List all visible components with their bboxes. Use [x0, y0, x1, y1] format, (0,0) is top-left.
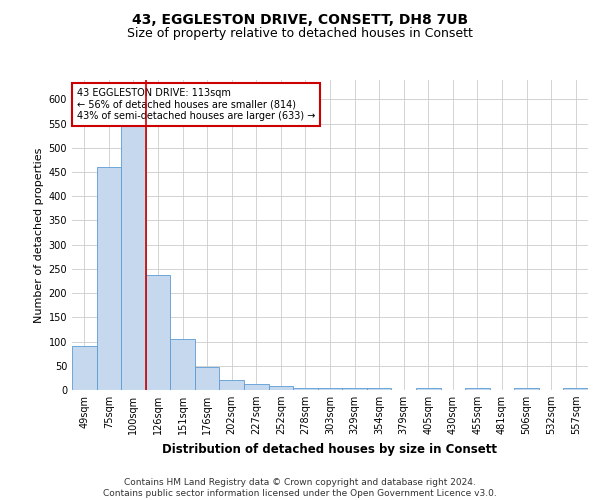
Bar — [72, 346, 97, 390]
Y-axis label: Number of detached properties: Number of detached properties — [34, 148, 44, 322]
Bar — [170, 339, 195, 390]
Bar — [220, 380, 244, 390]
Bar — [563, 388, 588, 390]
Bar — [342, 388, 367, 390]
Bar — [244, 384, 269, 390]
Bar — [293, 388, 318, 390]
X-axis label: Distribution of detached houses by size in Consett: Distribution of detached houses by size … — [163, 442, 497, 456]
Bar — [318, 388, 342, 390]
Text: 43 EGGLESTON DRIVE: 113sqm
← 56% of detached houses are smaller (814)
43% of sem: 43 EGGLESTON DRIVE: 113sqm ← 56% of deta… — [77, 88, 316, 121]
Bar — [367, 388, 391, 390]
Text: Size of property relative to detached houses in Consett: Size of property relative to detached ho… — [127, 28, 473, 40]
Bar — [121, 100, 146, 390]
Bar — [514, 388, 539, 390]
Text: Contains HM Land Registry data © Crown copyright and database right 2024.
Contai: Contains HM Land Registry data © Crown c… — [103, 478, 497, 498]
Bar — [416, 388, 440, 390]
Bar — [195, 367, 220, 390]
Bar — [465, 388, 490, 390]
Bar — [97, 167, 121, 390]
Bar — [146, 275, 170, 390]
Bar — [269, 386, 293, 390]
Text: 43, EGGLESTON DRIVE, CONSETT, DH8 7UB: 43, EGGLESTON DRIVE, CONSETT, DH8 7UB — [132, 12, 468, 26]
